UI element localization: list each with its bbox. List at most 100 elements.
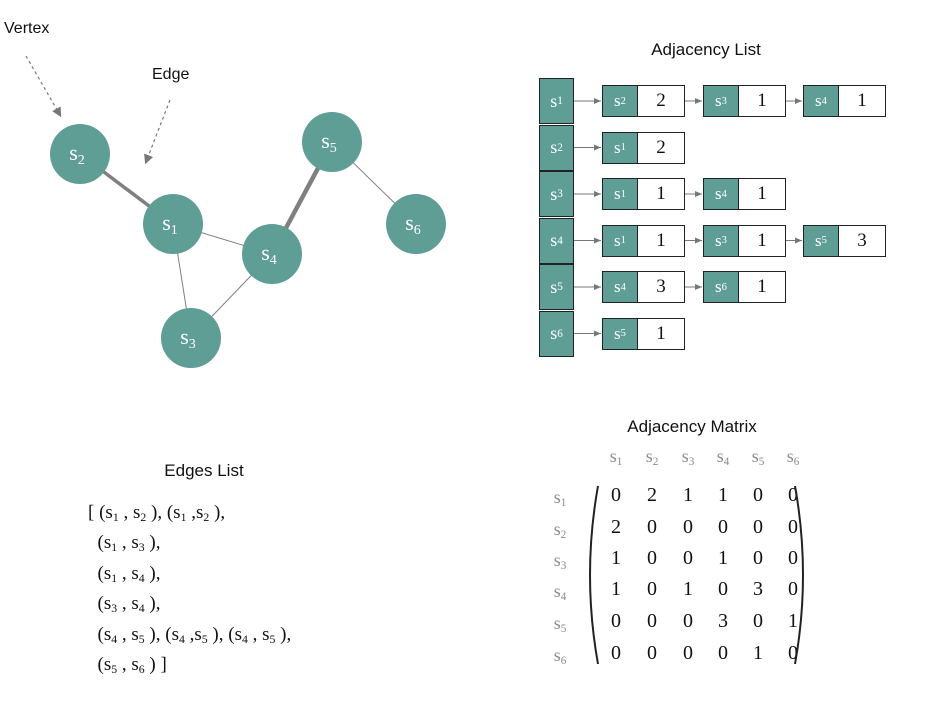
matrix-cell: 1 — [718, 484, 728, 506]
node-weight: 2 — [638, 86, 684, 116]
node-weight: 1 — [638, 225, 684, 256]
matrix-cell: 0 — [788, 642, 798, 664]
matrix-row-header: s1 — [553, 487, 567, 509]
graph-vertex-s2: s2 — [50, 124, 110, 184]
matrix-cell: 1 — [611, 578, 621, 600]
edges-list-line: (s3 , s4 ), — [88, 593, 161, 616]
matrix-cell: 0 — [788, 547, 798, 569]
matrix-cell: 3 — [718, 610, 728, 632]
node-weight: 3 — [638, 272, 684, 302]
matrix-cell: 2 — [611, 516, 621, 538]
matrix-cell: 0 — [718, 578, 728, 600]
matrix-column-header: s1 — [609, 446, 623, 468]
matrix-cell: 0 — [683, 610, 693, 632]
matrix-row-header: s3 — [553, 550, 567, 572]
matrix-cell: 0 — [753, 484, 763, 506]
vertex-pointer-arrow — [25, 55, 62, 118]
matrix-cell: 1 — [683, 484, 693, 506]
matrix-cell: 0 — [753, 610, 763, 632]
matrix-cell: 0 — [647, 610, 657, 632]
matrix-cell: 0 — [611, 484, 621, 506]
matrix-cell: 1 — [611, 547, 621, 569]
edges-list-line: (s1 , s4 ), — [88, 562, 161, 585]
edge-pointer-arrow — [144, 99, 171, 165]
node-weight: 1 — [739, 86, 785, 116]
vertex-circle — [161, 308, 221, 368]
graph-vertex-s6: s6 — [386, 194, 446, 254]
matrix-cell: 0 — [718, 516, 728, 538]
matrix-cell: 1 — [753, 642, 763, 664]
matrix-row-header: s6 — [553, 645, 567, 667]
node-weight: 1 — [638, 318, 684, 349]
vertex-circle — [50, 124, 110, 184]
matrix-cell: 0 — [753, 516, 763, 538]
edges-list-line: (s1 , s3 ), — [88, 532, 161, 555]
node-weight: 1 — [638, 179, 684, 209]
edges-list-line: (s4 , s5 ), (s4 ,s5 ), (s4 , s5 ), — [88, 623, 292, 646]
matrix-cell: 0 — [647, 578, 657, 600]
matrix-cell: 1 — [683, 578, 693, 600]
matrix-cell: 1 — [718, 547, 728, 569]
matrix-cell: 0 — [611, 642, 621, 664]
matrix-cell: 0 — [683, 516, 693, 538]
matrix-cell: 3 — [753, 578, 763, 600]
graph-vertex-s3: s3 — [161, 308, 221, 368]
matrix-cell: 0 — [647, 547, 657, 569]
node-weight: 3 — [839, 225, 885, 256]
matrix-column-header: s6 — [786, 446, 800, 468]
matrix-column-header: s5 — [751, 446, 765, 468]
graph-vertex-s5: s5 — [302, 112, 362, 172]
matrix-cell: 1 — [788, 610, 798, 632]
matrix-cell: 0 — [788, 578, 798, 600]
matrix-cell: 0 — [718, 642, 728, 664]
graph-vertex-s4: s4 — [242, 224, 302, 284]
matrix-column-header: s3 — [681, 446, 695, 468]
node-weight: 1 — [839, 86, 885, 116]
matrix-cell: 0 — [683, 642, 693, 664]
vertex-circle — [302, 112, 362, 172]
graph-vertex-s1: s1 — [143, 194, 203, 254]
edges-list-line: [ (s1 , s2 ), (s1 ,s2 ), — [88, 502, 226, 524]
matrix-cell: 0 — [753, 547, 763, 569]
node-weight: 1 — [739, 179, 785, 209]
vertex-circle — [386, 194, 446, 254]
matrix-left-paren — [589, 485, 599, 665]
matrix-row-header: s2 — [553, 519, 567, 541]
matrix-cell: 0 — [788, 484, 798, 506]
adjacency-matrix-title: Adjacency Matrix — [627, 417, 757, 436]
edges-list-line: (s5 , s6 ) ] — [88, 654, 167, 677]
matrix-cell: 0 — [683, 547, 693, 569]
matrix-cell: 0 — [788, 516, 798, 538]
matrix-cell: 0 — [647, 516, 657, 538]
adjacency-list-title: Adjacency List — [651, 40, 761, 59]
vertex-circle — [143, 194, 203, 254]
